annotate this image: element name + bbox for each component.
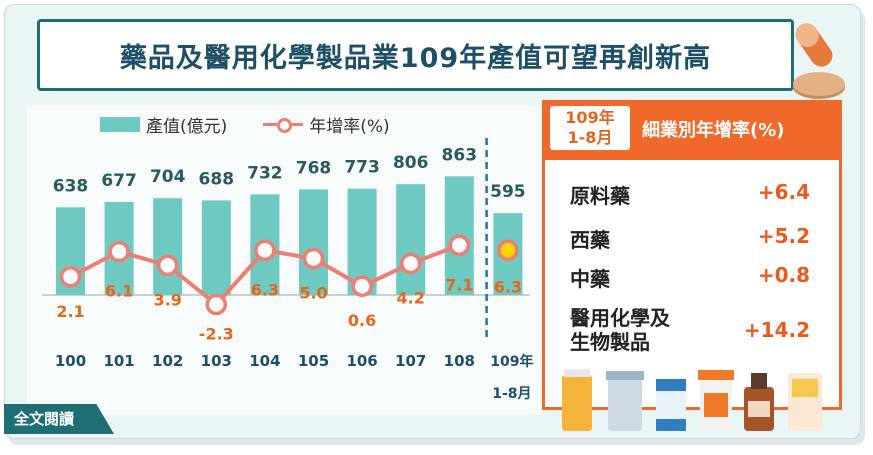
rate-point	[108, 240, 130, 263]
bar-value-label: 773	[344, 158, 380, 178]
rate-value-label: 6.3	[494, 277, 522, 296]
rate-point	[351, 275, 373, 297]
read-full-text-link[interactable]: 全文閱讀	[4, 404, 114, 434]
pills-decoration	[793, 23, 845, 99]
rate-value-label: 6.1	[105, 282, 133, 301]
legend-line-swatch	[263, 117, 304, 133]
bar-value-label: 595	[490, 182, 526, 202]
rate-value-label: 3.9	[154, 290, 182, 309]
rate-value-label: 2.1	[56, 302, 84, 321]
bar-value-label: 638	[53, 176, 89, 196]
bar-value-label: 677	[101, 171, 137, 191]
bar-value-label: 806	[393, 153, 429, 173]
row-label: 中藥	[570, 267, 610, 291]
bar-value-label: 704	[150, 167, 186, 187]
rate-point	[399, 252, 422, 275]
rate-value-label: 6.3	[251, 280, 279, 299]
x-tick-label: 106	[346, 352, 377, 370]
bar-value-label: 732	[247, 163, 283, 183]
x-tick-label: 108	[444, 352, 475, 370]
row-label: 西藥	[570, 228, 610, 252]
rate-value-label: 7.1	[445, 275, 473, 294]
page-title: 藥品及醫用化學製品業109年產值可望再創新高	[119, 42, 712, 74]
period-line2: 1-8月	[567, 128, 613, 147]
panel-title: 細業別年增率(%)	[642, 120, 785, 141]
x-tick-label: 107	[395, 352, 426, 370]
row-label-line2: 生物製品	[570, 330, 650, 354]
bar-107	[396, 184, 426, 295]
panel-header: 109年 1-8月 細業別年增率(%)	[542, 100, 842, 160]
rate-point	[497, 239, 519, 262]
subindustry-panel: 109年 1-8月 細業別年增率(%) 原料藥 +6.4 西藥 +5.2 中藥 …	[542, 100, 842, 410]
rate-point	[59, 266, 82, 288]
rate-value-label: -2.3	[199, 324, 234, 343]
rate-point	[448, 234, 471, 257]
title-box: 藥品及醫用化學製品業109年產值可望再創新高	[37, 19, 794, 91]
legend-line-label: 年增率(%)	[309, 116, 390, 137]
period-line1: 109年	[565, 108, 615, 127]
row-chinese-medicine: 中藥 +0.8	[570, 263, 810, 292]
x-tick-label: 100	[55, 352, 86, 370]
period-badge: 109年 1-8月	[550, 106, 630, 150]
legend-bar-label: 產值(億元)	[146, 116, 228, 137]
bar-103	[201, 200, 231, 295]
bar-value-label: 688	[199, 169, 235, 189]
rate-value-label: 4.2	[397, 289, 425, 308]
x-tick-label: 105	[298, 352, 329, 370]
x-tick-label: 103	[201, 352, 232, 370]
row-value: +0.8	[757, 263, 810, 287]
combo-chart: 638 100 677 101 704 102 688 103 732 104 768 105 773 1…	[42, 138, 534, 402]
rate-point	[205, 293, 228, 316]
row-medical-chemical: 醫用化學及 生物製品 +14.2	[570, 306, 810, 354]
chart-legend: 產值(億元) 年增率(%)	[100, 112, 390, 137]
legend-bar-swatch	[100, 116, 140, 132]
row-label-line1: 醫用化學及	[570, 306, 670, 330]
bar-105	[299, 189, 328, 295]
bar-value-label: 768	[296, 158, 332, 178]
row-value: +6.4	[757, 180, 810, 204]
x-tick-label: 104	[249, 352, 280, 370]
bar-value-label: 863	[442, 145, 478, 165]
x-tick-label: 101	[103, 352, 134, 370]
row-western-drug: 西藥 +5.2	[570, 224, 810, 253]
rate-point	[254, 239, 276, 262]
rate-value-label: 0.6	[348, 311, 376, 330]
row-raw-drug: 原料藥 +6.4	[570, 180, 810, 209]
x-tick-label: 1-8月	[492, 386, 531, 402]
row-value: +5.2	[757, 224, 810, 248]
row-label: 原料藥	[570, 184, 630, 208]
row-value: +14.2	[743, 318, 810, 342]
medicine-bottles	[562, 369, 822, 431]
rate-point	[302, 247, 325, 270]
x-tick-label: 102	[152, 352, 183, 370]
rate-point	[156, 254, 179, 277]
bar-102	[153, 198, 183, 295]
x-tick-label: 109年	[490, 353, 533, 370]
rate-value-label: 5.0	[299, 284, 327, 303]
